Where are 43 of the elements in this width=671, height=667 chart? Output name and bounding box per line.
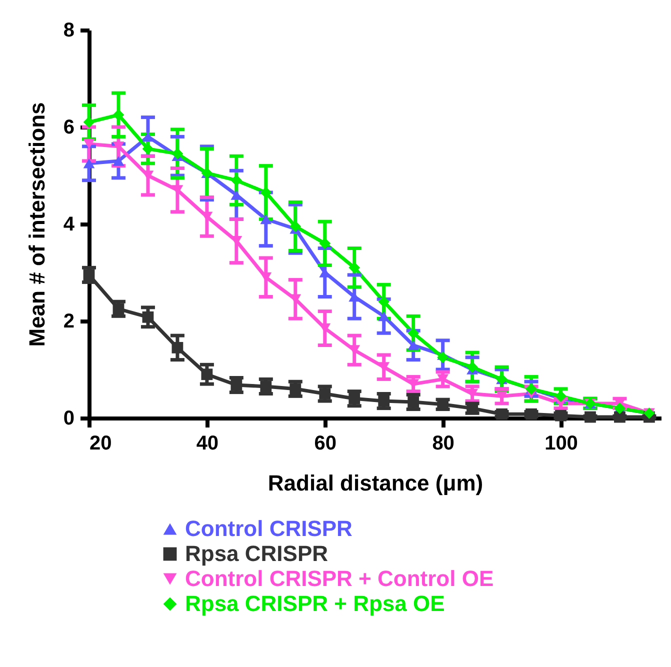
point: [348, 392, 360, 404]
point: [260, 214, 272, 224]
y-tick-label: 2: [63, 310, 74, 332]
point: [112, 156, 124, 166]
y-tick-label: 6: [63, 116, 74, 138]
point: [378, 311, 390, 322]
point: [290, 220, 302, 232]
point: [83, 139, 95, 149]
point: [319, 388, 331, 400]
legend-label: Control CRISPR: [185, 516, 353, 541]
point: [83, 269, 95, 281]
point: [142, 311, 154, 323]
y-tick-label: 0: [63, 408, 74, 430]
point: [142, 143, 154, 155]
point: [584, 411, 596, 423]
x-axis-title: Radial distance (μm): [268, 470, 484, 496]
point: [260, 186, 272, 198]
point: [614, 411, 626, 423]
x-tick-label: 40: [196, 432, 219, 454]
legend-label: Rpsa CRISPR: [185, 541, 328, 566]
point: [112, 303, 124, 315]
point: [201, 368, 213, 380]
point: [172, 342, 184, 354]
point: [378, 395, 390, 407]
point: [290, 383, 302, 395]
point: [378, 296, 390, 308]
point: [142, 132, 154, 142]
point: [230, 379, 242, 391]
legend-label: Rpsa CRISPR + Rpsa OE: [185, 591, 445, 616]
point: [408, 340, 420, 350]
legend-label: Control CRISPR + Control OE: [185, 566, 494, 591]
point: [260, 380, 272, 392]
y-axis-title: Mean # of intersections: [24, 102, 50, 347]
x-tick-label: 20: [90, 432, 112, 454]
point: [408, 396, 420, 408]
y-tick-label: 4: [63, 214, 76, 236]
x-tick-label: 60: [314, 432, 336, 454]
x-tick-label: 80: [432, 432, 454, 454]
point: [408, 327, 420, 339]
point: [83, 158, 95, 168]
x-tick-label: 100: [544, 432, 578, 454]
point: [319, 238, 331, 250]
y-tick-label: 8: [63, 20, 74, 42]
